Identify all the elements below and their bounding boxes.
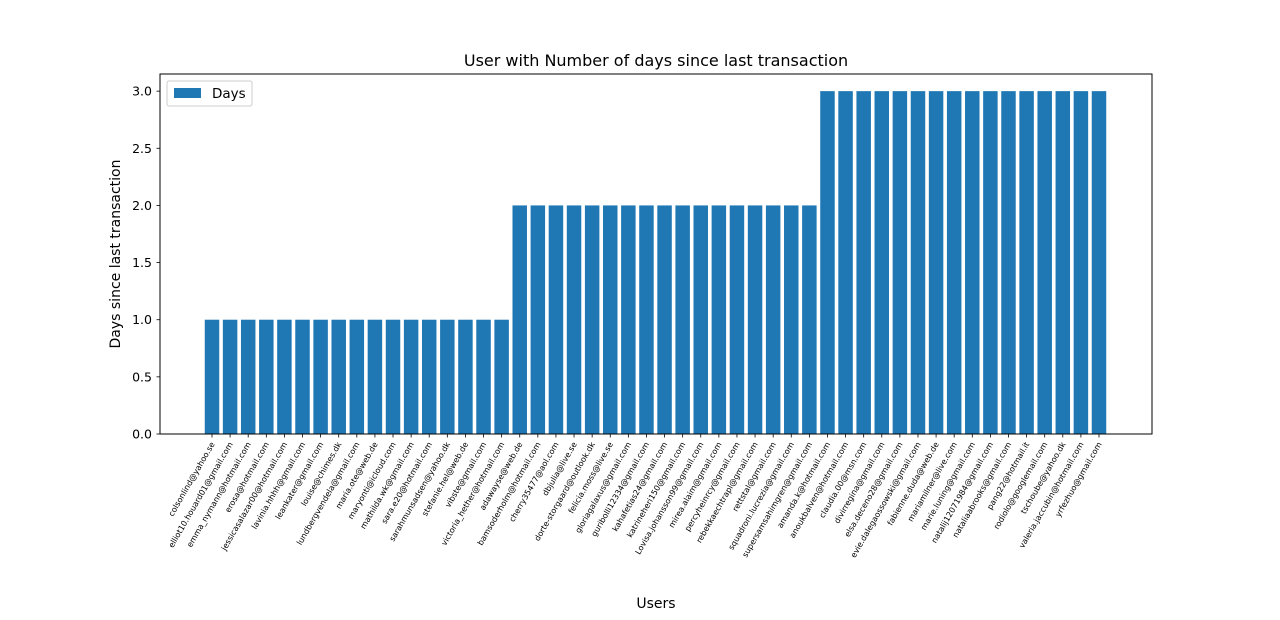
y-axis-label: Days since last transaction — [108, 160, 124, 349]
y-tick-label: 3.0 — [132, 84, 152, 99]
bars-group — [204, 91, 1107, 434]
bar — [603, 205, 618, 434]
bar — [530, 205, 546, 434]
bar — [729, 205, 745, 434]
y-axis-ticks: 0.0 0.5 1.0 1.5 2.0 2.5 3.0 — [132, 84, 160, 442]
bar — [204, 319, 220, 434]
bar — [1001, 91, 1016, 434]
bar — [693, 205, 708, 434]
bar — [349, 319, 365, 434]
bar — [1055, 91, 1071, 434]
bar — [1073, 91, 1089, 434]
bar — [946, 91, 962, 434]
bar — [240, 319, 256, 434]
bar — [657, 205, 672, 434]
bar — [295, 319, 310, 434]
bar — [313, 319, 328, 434]
bar — [367, 319, 383, 434]
bar — [421, 319, 437, 434]
bar — [892, 91, 908, 434]
bar — [566, 205, 582, 434]
y-tick-label: 0.0 — [132, 427, 152, 442]
legend-box — [166, 80, 253, 107]
plot-area-frame — [159, 73, 1153, 435]
bar — [385, 319, 401, 434]
bar — [910, 91, 926, 434]
bar — [403, 319, 419, 434]
bar — [1019, 91, 1034, 434]
y-tick-label: 2.5 — [132, 141, 152, 156]
bar — [838, 91, 853, 434]
bar — [820, 91, 835, 434]
bar — [331, 319, 346, 434]
bar — [259, 319, 274, 434]
bar — [494, 319, 509, 434]
bar — [512, 205, 527, 434]
bar — [856, 91, 871, 434]
bar — [548, 205, 564, 434]
bar — [476, 319, 491, 434]
bar — [440, 319, 455, 434]
bar — [639, 205, 654, 434]
y-tick-label: 1.0 — [132, 312, 152, 327]
bar — [928, 91, 944, 434]
chart-title: User with Number of days since last tran… — [464, 51, 848, 70]
bar — [765, 205, 781, 434]
legend-swatch — [174, 88, 201, 98]
bar — [874, 91, 890, 434]
bar — [965, 91, 980, 434]
bar — [802, 205, 817, 434]
y-tick-label: 0.5 — [132, 369, 152, 384]
bar — [983, 91, 998, 434]
legend: Days — [166, 80, 253, 107]
legend-label: Days — [212, 86, 246, 102]
y-tick-label: 1.5 — [132, 255, 152, 270]
bar — [277, 319, 292, 434]
bar — [711, 205, 727, 434]
bar — [621, 205, 636, 434]
bar — [1037, 91, 1052, 434]
y-tick-label: 2.0 — [132, 198, 152, 213]
bar — [675, 205, 690, 434]
x-axis-label: Users — [636, 596, 675, 612]
bar — [747, 205, 763, 434]
bar — [222, 319, 238, 434]
bar — [458, 319, 473, 434]
bar — [784, 205, 799, 434]
bar — [584, 205, 600, 434]
bar — [1091, 91, 1107, 434]
